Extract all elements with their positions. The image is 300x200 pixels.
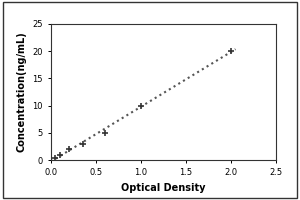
Y-axis label: Concentration(ng/mL): Concentration(ng/mL) xyxy=(16,32,27,152)
X-axis label: Optical Density: Optical Density xyxy=(121,183,206,193)
